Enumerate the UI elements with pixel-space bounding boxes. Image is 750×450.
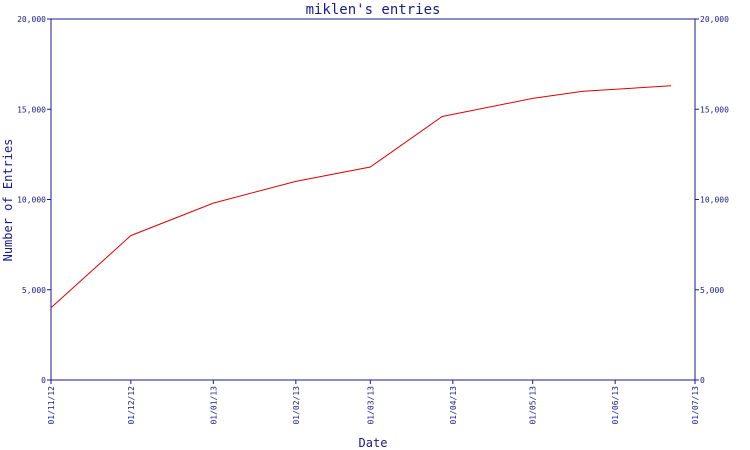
- x-axis-label: Date: [359, 436, 388, 450]
- y-tick-label-right: 10,000: [700, 196, 729, 205]
- y-tick-label-right: 20,000: [700, 15, 729, 24]
- x-tick-label: 01/02/13: [292, 386, 301, 425]
- x-tick-label: 01/12/12: [127, 386, 136, 425]
- y-tick-label-left: 5,000: [22, 286, 46, 295]
- y-axis-label: Number of Entries: [1, 139, 15, 262]
- series-line: [50, 85, 672, 309]
- plot-area-frame: [50, 18, 696, 381]
- x-tick-label: 01/01/13: [209, 386, 218, 425]
- x-tick-label: 01/07/13: [691, 386, 700, 425]
- x-tick-label: 01/04/13: [449, 386, 458, 425]
- x-tick-label: 01/06/13: [611, 386, 620, 425]
- series-layer: [50, 85, 672, 309]
- y-tick-label-left: 20,000: [17, 15, 46, 24]
- x-tick-label: 01/05/13: [529, 386, 538, 425]
- y-tick-label-left: 0: [41, 376, 46, 385]
- y-tick-label-right: 15,000: [700, 105, 729, 114]
- x-tick-label: 01/11/12: [47, 386, 56, 425]
- y-tick-label-left: 15,000: [17, 105, 46, 114]
- y-tick-label-left: 10,000: [17, 196, 46, 205]
- x-tick-label: 01/03/13: [366, 386, 375, 425]
- y-tick-label-right: 0: [700, 376, 705, 385]
- y-tick-label-right: 5,000: [700, 286, 724, 295]
- y-axis-right: 0 5,000 10,000 15,000 20,000: [695, 15, 729, 385]
- y-axis-left: 0 5,000 10,000 15,000 20,000: [17, 15, 51, 385]
- x-axis: 01/11/12 01/12/12 01/01/13 01/02/13 01/03/13…: [47, 380, 700, 425]
- chart-title: miklen's entries: [306, 2, 441, 18]
